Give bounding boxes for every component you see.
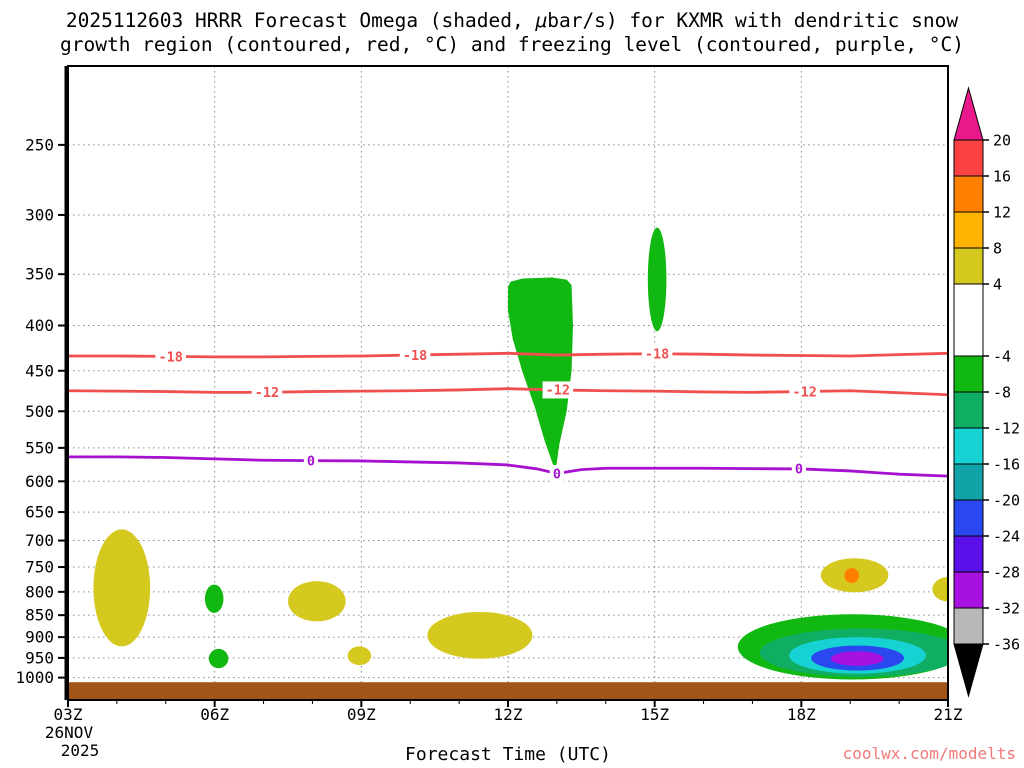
- colorbar-segment: [953, 571, 984, 609]
- left-axis-bar: [64, 66, 69, 700]
- colorbar-under-arrow: [953, 643, 984, 698]
- y-tick-label: 800: [25, 582, 54, 601]
- contour-label: -12: [255, 385, 279, 401]
- x-tick-label: 21Z: [934, 705, 963, 724]
- omega-region: [204, 584, 224, 613]
- omega-region: [647, 227, 667, 332]
- colorbar-segment: [953, 211, 984, 249]
- surface-bar: [68, 682, 948, 700]
- x-axis-date: 26NOV: [45, 723, 94, 742]
- contour-label: -12: [546, 383, 570, 399]
- contour-label: -18: [158, 349, 182, 365]
- y-tick-label: 950: [25, 648, 54, 667]
- contour-0: 0 0 0: [68, 452, 948, 482]
- colorbar: 20 16 12 8 4 -4 -8 -12 -16 -20 -24 -28 -32 -36: [953, 86, 1020, 698]
- omega-region: [93, 529, 151, 647]
- colorbar-tick-label: 4: [993, 276, 1002, 294]
- contour-label: 0: [553, 466, 561, 482]
- y-tick-label: 550: [25, 438, 54, 457]
- colorbar-segment: [953, 391, 984, 429]
- colorbar-tick-label: -20: [993, 492, 1020, 510]
- y-tick-label: 500: [25, 402, 54, 421]
- y-tick-label: 1000: [15, 668, 54, 687]
- shaded-omega-regions: [93, 227, 948, 680]
- colorbar-tick-label: -32: [993, 600, 1020, 618]
- y-tick-label: 350: [25, 265, 54, 284]
- y-tick-label: 450: [25, 361, 54, 380]
- watermark-text: coolwx.com/modelts: [842, 744, 1016, 763]
- chart-title: 2025112603 HRRR Forecast Omega (shaded, …: [0, 9, 1024, 57]
- x-tick-label: 12Z: [494, 705, 523, 724]
- contour-label: 0: [795, 462, 803, 478]
- title-text-post-mu: bar/s) for KXMR with dendritic snow: [547, 9, 959, 32]
- colorbar-segment: [953, 283, 984, 357]
- contour--12: -12 -12 -12: [68, 381, 948, 401]
- colorbar-tick-label: -24: [993, 528, 1020, 546]
- y-tick-label: 850: [25, 606, 54, 625]
- title-text-pre-mu: 2025112603 HRRR Forecast Omega (shaded,: [65, 9, 536, 32]
- y-tick-label: 600: [25, 472, 54, 491]
- y-tick-label: 900: [25, 628, 54, 647]
- colorbar-tick-label: 16: [993, 168, 1011, 186]
- omega-region: [347, 646, 372, 666]
- x-tick-label: 03Z: [54, 705, 83, 724]
- contour-label: -12: [793, 384, 817, 400]
- contour-label: 0: [307, 453, 315, 469]
- colorbar-tick-label: 12: [993, 204, 1011, 222]
- mu-symbol: μ: [535, 9, 548, 32]
- colorbar-segment: [953, 175, 984, 213]
- y-tick-label: 300: [25, 205, 54, 224]
- colorbar-tick-label: -4: [993, 348, 1011, 366]
- colorbar-segment: [953, 499, 984, 537]
- colorbar-segment: [953, 427, 984, 465]
- x-axis-date: 2025: [61, 741, 100, 760]
- chart-title-line2: growth region (contoured, red, °C) and f…: [60, 33, 964, 56]
- colorbar-tick-label: 8: [993, 240, 1002, 258]
- omega-region: [830, 651, 884, 666]
- y-tick-label: 400: [25, 316, 54, 335]
- omega-region: [508, 277, 574, 473]
- y-tick-label: 700: [25, 531, 54, 550]
- y-tick-label: 650: [25, 503, 54, 522]
- x-axis-title: Forecast Time (UTC): [405, 744, 611, 765]
- x-tick-label: 06Z: [200, 705, 229, 724]
- omega-region: [208, 648, 229, 669]
- chart-title-line1: 2025112603 HRRR Forecast Omega (shaded, …: [0, 9, 1024, 33]
- colorbar-tick-label: -28: [993, 564, 1020, 582]
- omega-region: [932, 577, 948, 602]
- colorbar-tick-label: -16: [993, 456, 1020, 474]
- colorbar-tick-label: 20: [993, 132, 1011, 150]
- x-tick-label: 18Z: [787, 705, 816, 724]
- contour-label: -18: [403, 348, 427, 364]
- contour-label: -18: [645, 347, 669, 363]
- x-tick-label: 09Z: [347, 705, 376, 724]
- colorbar-segment: [953, 139, 984, 177]
- contour--18: -18 -18 -18: [68, 345, 948, 365]
- colorbar-tick-label: -8: [993, 384, 1011, 402]
- omega-region: [427, 611, 533, 659]
- colorbar-segment: [953, 463, 984, 501]
- colorbar-segment: [953, 607, 984, 645]
- colorbar-segment: [953, 355, 984, 393]
- colorbar-segment: [953, 535, 984, 573]
- y-axis: 250 300 350 400 450 500 550 600 650 700 750 800 850 9…: [15, 135, 65, 687]
- colorbar-segment: [953, 247, 984, 285]
- colorbar-over-arrow: [953, 86, 984, 141]
- x-tick-label: 15Z: [640, 705, 669, 724]
- y-tick-label: 750: [25, 558, 54, 577]
- colorbar-tick-label: -36: [993, 636, 1020, 654]
- y-tick-label: 250: [25, 135, 54, 154]
- omega-region: [844, 568, 860, 584]
- omega-region: [288, 581, 346, 622]
- colorbar-tick-label: -12: [993, 420, 1020, 438]
